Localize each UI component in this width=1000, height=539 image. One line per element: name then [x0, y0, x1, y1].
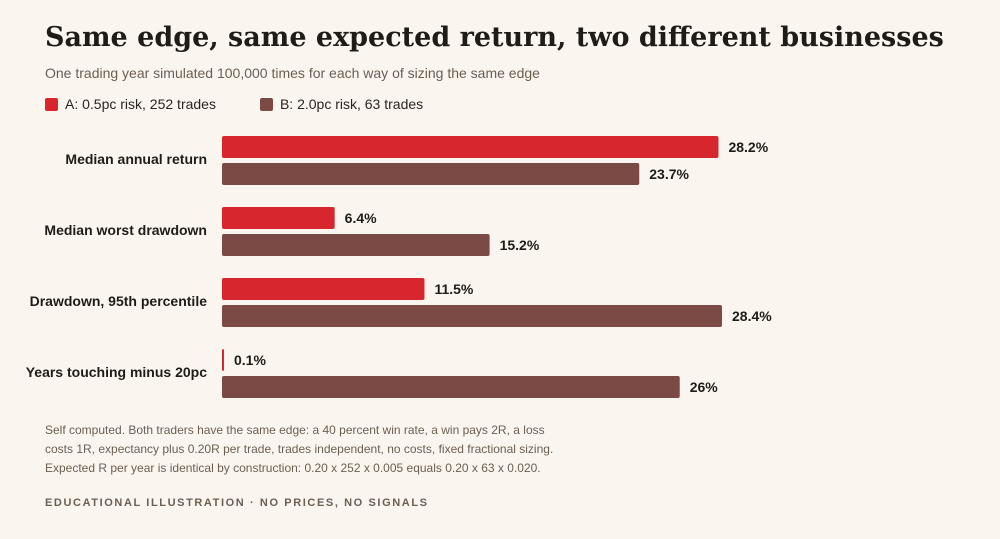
legend-swatch-a [45, 97, 58, 111]
category-label: Drawdown, 95th percentile [30, 293, 208, 309]
data-label: 11.5% [434, 281, 473, 297]
category-label: Median annual return [65, 151, 207, 167]
note-line-2: costs 1R, expectancy plus 0.20R per trad… [45, 442, 554, 456]
legend-swatch-b [259, 97, 273, 111]
data-label: 28.4% [732, 308, 772, 324]
bar-b [222, 305, 722, 327]
data-label: 15.2% [500, 237, 540, 253]
bar-a [222, 207, 335, 229]
legend-label-b: B: 2.0pc risk, 63 trades [279, 96, 424, 112]
methodology-note: Self computed. Both traders have the sam… [45, 421, 585, 478]
bar-chart: Median annual return 28.2% 23.7% Median wor… [26, 136, 772, 398]
chart-subtitle: One trading year simulated 100,000 times… [45, 65, 540, 81]
legend-item-b: B: 2.0pc risk, 63 trades [259, 96, 424, 112]
data-label: 28.2% [728, 139, 768, 155]
chart-title: Same edge, same expected return, two dif… [45, 22, 944, 53]
legend-item-a: A: 0.5pc risk, 252 trades [45, 96, 216, 112]
category-label: Median worst drawdown [44, 222, 207, 238]
bar-a [222, 136, 719, 158]
data-label: 26% [690, 379, 719, 395]
bar-b [222, 234, 490, 256]
footer-disclaimer: EDUCATIONAL ILLUSTRATION · NO PRICES, NO… [45, 497, 429, 509]
data-label: 0.1% [234, 352, 266, 368]
legend-label-a: A: 0.5pc risk, 252 trades [65, 96, 216, 112]
bar-b [222, 163, 640, 185]
note-line-1: Self computed. Both traders have the sam… [45, 423, 545, 437]
bar-a [222, 349, 224, 371]
category-label: Years touching minus 20pc [26, 364, 207, 380]
legend: A: 0.5pc risk, 252 trades B: 2.0pc risk,… [45, 96, 423, 112]
data-label: 6.4% [345, 210, 377, 226]
bar-a [222, 278, 425, 300]
note-line-3: Expected R per year is identical by cons… [45, 461, 541, 475]
bar-b [222, 376, 680, 398]
data-label: 23.7% [649, 166, 689, 182]
